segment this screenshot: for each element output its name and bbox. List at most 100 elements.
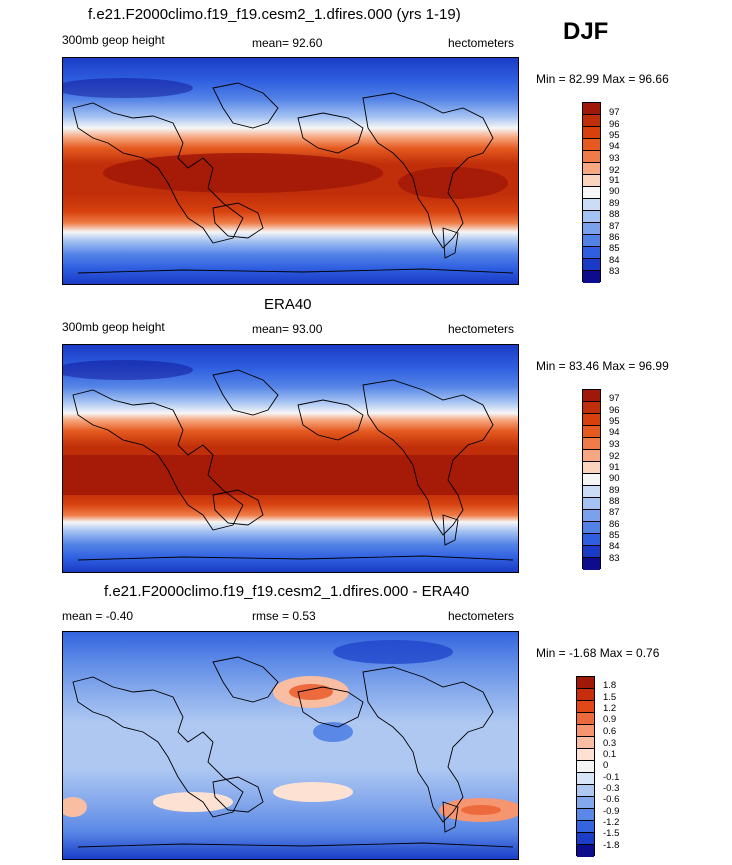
- panel-2-coastlines: [72, 369, 514, 561]
- panel-2-colorbar-tick: 96: [609, 405, 620, 416]
- panel-2-variable-label: 300mb geop height: [62, 320, 165, 334]
- panel-2-colorbar-tick: 85: [609, 530, 620, 541]
- panel-1-colorbar-box: [583, 139, 600, 151]
- panel-3-positive-core: [289, 684, 333, 700]
- panel-2-colorbar-box: [583, 558, 600, 570]
- panel-1-colorbar: [582, 102, 601, 283]
- panel-2-colorbar-box: [583, 438, 600, 450]
- panel-2-colorbar-box: [583, 426, 600, 438]
- panel-3-colorbar-box: [577, 845, 594, 857]
- panel-3-colorbar-box: [577, 833, 594, 845]
- panel-3-field-fill: [63, 632, 518, 859]
- panel-1-colorbar-tick: 86: [609, 232, 620, 243]
- panel-2-colorbar-box: [583, 474, 600, 486]
- panel-2-colorbar-box: [583, 510, 600, 522]
- panel-2-max-region: [63, 455, 518, 495]
- panel-1-colorbar-box: [583, 211, 600, 223]
- panel-3-colorbar-box: [577, 725, 594, 737]
- panel-2-minmax-label: Min = 83.46 Max = 96.99: [536, 359, 669, 373]
- panel-1-colorbar-box: [583, 235, 600, 247]
- panel-3-field-plot: [63, 632, 518, 859]
- panel-1-colorbar-box: [583, 247, 600, 259]
- panel-2-colorbar-box: [583, 450, 600, 462]
- panel-3-colorbar: [576, 676, 595, 857]
- panel-1-colorbar-tick: 95: [609, 130, 620, 141]
- panel-1-field-plot: [63, 58, 518, 284]
- panel-3-colorbar-tick: -0.1: [603, 772, 620, 783]
- panel-2-colorbar-tick: 95: [609, 416, 620, 427]
- panel-2-colorbar-box: [583, 390, 600, 402]
- panel-3-coastlines: [72, 656, 514, 848]
- panel-3-colorbar-box: [577, 821, 594, 833]
- panel-1-colorbar-box: [583, 163, 600, 175]
- panel-1-colorbar-box: [583, 199, 600, 211]
- panel-1-colorbar-tick: 89: [609, 198, 620, 209]
- panel-2-colorbar-box: [583, 546, 600, 558]
- panel-3-colorbar-tick: 1.8: [603, 680, 617, 691]
- panel-3-colorbar-tick: -1.5: [603, 828, 620, 839]
- panel-2-colorbar-tick: 94: [609, 427, 620, 438]
- panel-3-colorbar-tick: -0.3: [603, 783, 620, 794]
- panel-3-positive-region-2: [153, 792, 233, 812]
- panel-3-positive-region-3: [273, 782, 353, 802]
- panel-1-colorbar-box: [583, 103, 600, 115]
- panel-2-colorbar-tick: 97: [609, 393, 620, 404]
- panel-2-colorbar-box: [583, 522, 600, 534]
- panel-2-colorbar-tick: 92: [609, 451, 620, 462]
- panel-3-colorbar-box: [577, 809, 594, 821]
- panel-3-negative-region-2: [333, 640, 453, 664]
- panel-1-mean-label: mean= 92.60: [252, 36, 323, 50]
- panel-3-units-label: hectometers: [448, 609, 515, 623]
- panel-1-coastlines: [72, 82, 514, 274]
- panel-3-colorbar-tick: 1.2: [603, 703, 617, 714]
- panel-1-colorbar-tick: 94: [609, 141, 620, 152]
- panel-3-colorbar-tick: 0.3: [603, 738, 617, 749]
- panel-1-colorbar-tick: 85: [609, 243, 620, 254]
- panel-1-colorbar-tick: 84: [609, 255, 620, 266]
- panel-3-colorbar-tick: -1.8: [603, 840, 620, 851]
- panel-1-colorbar-tick: 97: [609, 107, 620, 118]
- panel-2-map: [62, 344, 519, 573]
- panel-3-colorbar-tick: 0: [603, 760, 609, 771]
- panel-1-max-region: [103, 153, 383, 193]
- panel-1-units-label: hectometers: [448, 36, 515, 50]
- panel-1-colorbar-box: [583, 271, 600, 283]
- panel-3-colorbar-box: [577, 713, 594, 725]
- panel-1-min-region: [63, 78, 193, 98]
- panel-2-colorbar-box: [583, 534, 600, 546]
- panel-1-title: f.e21.F2000climo.f19_f19.cesm2_1.dfires.…: [88, 6, 461, 23]
- panel-3-colorbar-tick: -1.2: [603, 817, 620, 828]
- panel-2-colorbar-tick: 89: [609, 485, 620, 496]
- panel-3-colorbar-tick: 1.5: [603, 692, 617, 703]
- panel-1-colorbar-tick: 91: [609, 175, 620, 186]
- panel-1-colorbar-box: [583, 127, 600, 139]
- panel-2-colorbar-box: [583, 402, 600, 414]
- panel-1-colorbar-tick: 83: [609, 266, 620, 277]
- panel-1-colorbar-box: [583, 151, 600, 163]
- panel-2-colorbar-tick: 84: [609, 541, 620, 552]
- panel-2-colorbar-tick: 87: [609, 507, 620, 518]
- panel-3-positive-core-2: [461, 805, 501, 815]
- panel-3-negative-region: [313, 722, 353, 742]
- panel-2-colorbar: [582, 389, 601, 570]
- panel-2-colorbar-tick: 93: [609, 439, 620, 450]
- panel-3-mean-label: mean = -0.40: [62, 609, 134, 623]
- panel-1-colorbar-tick: 88: [609, 209, 620, 220]
- panel-2-title: ERA40: [264, 296, 312, 313]
- panel-3-minmax-label: Min = -1.68 Max = 0.76: [536, 646, 660, 660]
- panel-3-title: f.e21.F2000climo.f19_f19.cesm2_1.dfires.…: [104, 583, 470, 600]
- panel-2-mean-label: mean= 93.00: [252, 322, 323, 336]
- panel-1-colorbar-box: [583, 223, 600, 235]
- panel-3-colorbar-box: [577, 797, 594, 809]
- panel-3-colorbar-box: [577, 749, 594, 761]
- panel-3-colorbar-tick: 0.1: [603, 749, 617, 760]
- panel-1-colorbar-tick: 96: [609, 119, 620, 130]
- panel-3-colorbar-tick: -0.9: [603, 806, 620, 817]
- panel-3-colorbar-box: [577, 701, 594, 713]
- panel-2-colorbar-tick: 88: [609, 496, 620, 507]
- panel-2-colorbar-tick: 90: [609, 473, 620, 484]
- panel-3-colorbar-box: [577, 785, 594, 797]
- panel-1-variable-label: 300mb geop height: [62, 33, 165, 47]
- panel-2-colorbar-box: [583, 498, 600, 510]
- panel-3-colorbar-tick: 0.6: [603, 726, 617, 737]
